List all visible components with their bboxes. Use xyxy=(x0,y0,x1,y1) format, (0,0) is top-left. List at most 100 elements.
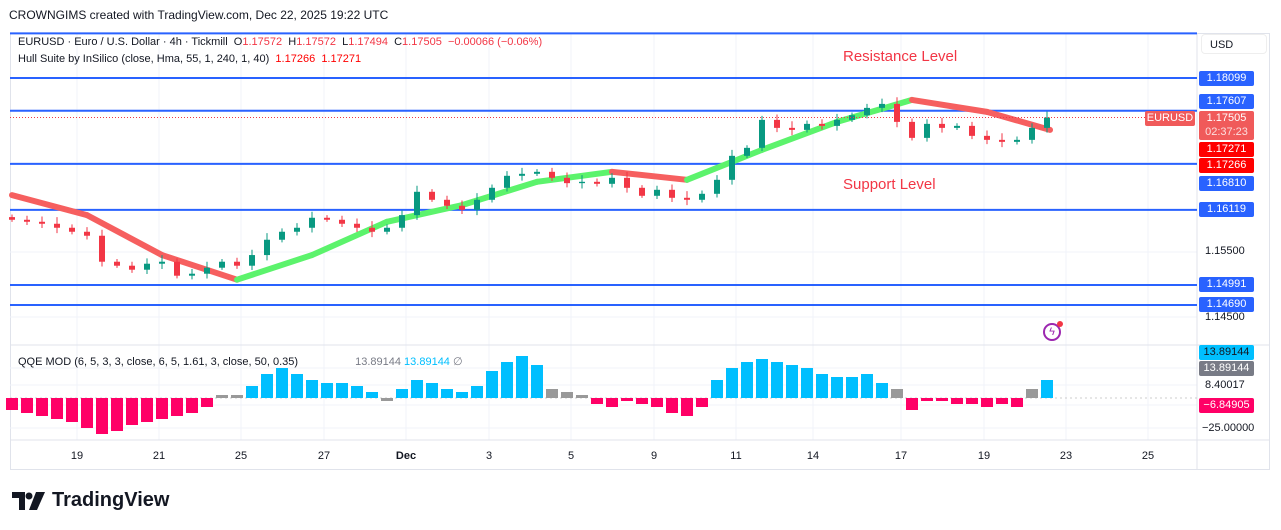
candle-body xyxy=(9,217,15,220)
candle-body xyxy=(579,181,585,184)
qqe-histogram-bar xyxy=(681,398,693,416)
time-tick: 3 xyxy=(485,450,493,462)
candle-body xyxy=(879,103,885,108)
candle-body xyxy=(804,123,810,130)
support-badge: 1.16119 xyxy=(1199,202,1254,217)
qqe-histogram-bar xyxy=(786,365,798,398)
candle-body xyxy=(654,189,660,196)
qqe-value-3: ∅ xyxy=(453,356,463,368)
qqe-histogram-bar xyxy=(36,398,48,416)
hull-segment xyxy=(759,118,840,153)
lightning-icon[interactable]: ϟ xyxy=(1043,321,1063,341)
qqe-histogram-bar xyxy=(831,377,843,398)
qqe-legend[interactable]: QQE MOD (6, 5, 3, 3, close, 6, 5, 1.61, … xyxy=(18,355,463,368)
high-label: H xyxy=(288,36,297,48)
candle-body xyxy=(684,197,690,200)
candle-body xyxy=(519,173,525,176)
candle-body xyxy=(324,217,330,220)
qqe-histogram-bar xyxy=(186,398,198,413)
qqe-histogram-bar xyxy=(216,395,228,398)
qqe-histogram-bar xyxy=(486,371,498,398)
tradingview-logo[interactable]: TradingView xyxy=(12,489,169,512)
qqe-histogram-bar xyxy=(441,389,453,398)
qqe-histogram-bar xyxy=(366,392,378,398)
close-value: 1.17505 xyxy=(402,36,442,48)
price-tick: 1.14500 xyxy=(1205,311,1245,323)
time-tick: 25 xyxy=(234,450,248,462)
qqe-title: QQE MOD (6, 5, 3, 3, close, 6, 5, 1.61, … xyxy=(18,356,299,368)
candle-body xyxy=(24,219,30,222)
candle-body xyxy=(204,267,210,274)
candle-body xyxy=(144,263,150,270)
hull-segment xyxy=(159,252,240,283)
candle-body xyxy=(864,107,870,116)
candle-body xyxy=(249,255,255,266)
hull-badge: 1.17271 xyxy=(1199,142,1254,157)
time-tick: 11 xyxy=(730,450,742,462)
candle-body xyxy=(594,181,600,184)
candle-body xyxy=(369,227,375,232)
qqe-histogram-bar xyxy=(6,398,18,410)
last-price-badge: 1.17505 02:37:23 xyxy=(1199,111,1254,140)
candle-body xyxy=(789,127,795,130)
hull-title: Hull Suite by InSilico (close, Hma, 55, … xyxy=(18,53,270,65)
change-value: −0.00066 (−0.06%) xyxy=(447,36,543,48)
candle-body xyxy=(609,177,615,184)
notification-dot xyxy=(1057,321,1063,327)
qqe-histogram-bar xyxy=(276,368,288,398)
qqe-histogram-bar xyxy=(201,398,213,407)
candle-body xyxy=(549,171,555,178)
qqe-histogram-bar xyxy=(891,389,903,398)
candle-body xyxy=(924,123,930,138)
qqe-histogram-bar xyxy=(531,365,543,398)
qqe-histogram-bar xyxy=(996,398,1008,404)
qqe-value-1: 13.89144 xyxy=(355,356,401,368)
hull-segment xyxy=(9,192,90,219)
candle-body xyxy=(399,215,405,228)
time-tick: 23 xyxy=(1059,450,1073,462)
qqe-histogram-bar xyxy=(756,359,768,398)
qqe-histogram-bar xyxy=(1026,389,1038,398)
qqe-histogram-bar xyxy=(591,398,603,404)
time-tick: 27 xyxy=(317,450,331,462)
currency-selector[interactable]: USD xyxy=(1201,34,1267,54)
candle-body xyxy=(669,189,675,198)
qqe-histogram-bar xyxy=(876,383,888,398)
open-value: 1.17572 xyxy=(242,36,283,48)
hull-segment xyxy=(384,202,465,225)
candle-body xyxy=(474,199,480,210)
candle-body xyxy=(624,177,630,188)
qqe-badge: −6.84905 xyxy=(1199,398,1254,413)
qqe-histogram-bar xyxy=(561,392,573,398)
qqe-histogram-bar xyxy=(336,383,348,398)
qqe-histogram-bar xyxy=(66,398,78,422)
candle-body xyxy=(414,191,420,216)
qqe-histogram-bar xyxy=(846,377,858,398)
candle-body xyxy=(894,103,900,122)
qqe-histogram-bar xyxy=(81,398,93,428)
candle-body xyxy=(909,121,915,138)
candle-body xyxy=(384,227,390,232)
candle-body xyxy=(129,265,135,270)
qqe-histogram-bar xyxy=(381,398,393,401)
candle-body xyxy=(84,231,90,236)
hull-segment xyxy=(309,218,390,259)
hull-segment xyxy=(459,178,540,209)
candle-body xyxy=(534,171,540,174)
qqe-histogram-bar xyxy=(906,398,918,410)
symbol-info[interactable]: EURUSD · Euro / U.S. Dollar · 4h · Tickm… xyxy=(18,36,228,48)
time-tick: 19 xyxy=(70,450,84,462)
qqe-histogram-bar xyxy=(321,383,333,398)
support-badge: 1.16810 xyxy=(1199,176,1254,191)
candle-body xyxy=(744,147,750,156)
hull-legend[interactable]: Hull Suite by InSilico (close, Hma, 55, … xyxy=(18,53,361,65)
qqe-histogram-bar xyxy=(231,395,243,398)
candle-body xyxy=(69,227,75,232)
candle-body xyxy=(234,261,240,266)
candle-body xyxy=(279,231,285,240)
resistance-badge: 1.17607 xyxy=(1199,94,1254,109)
qqe-histogram-bar xyxy=(291,374,303,398)
qqe-histogram-bar xyxy=(516,356,528,398)
symbol-legend: EURUSD · Euro / U.S. Dollar · 4h · Tickm… xyxy=(18,36,542,48)
